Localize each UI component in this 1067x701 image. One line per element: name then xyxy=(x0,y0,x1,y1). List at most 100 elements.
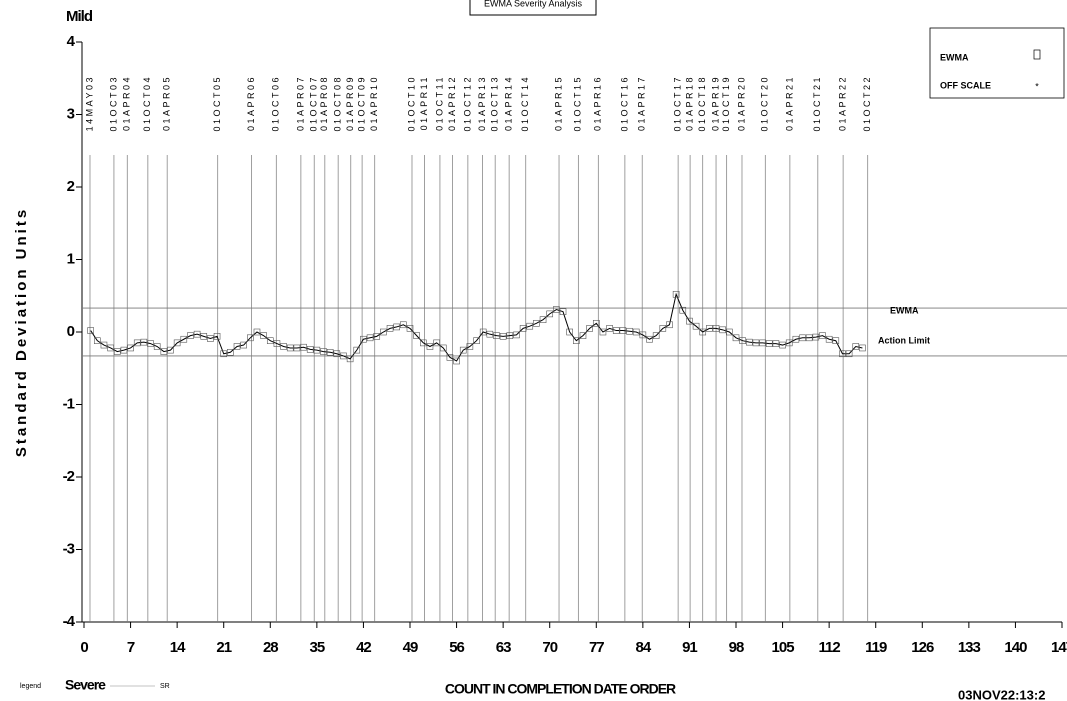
point xyxy=(699,328,707,336)
point xyxy=(426,343,434,350)
point xyxy=(659,325,667,332)
point xyxy=(406,325,414,332)
point xyxy=(187,332,194,339)
point xyxy=(599,328,607,336)
point xyxy=(373,333,381,340)
point xyxy=(193,330,201,338)
point xyxy=(280,343,287,350)
y-tick-label: 0 xyxy=(67,323,75,340)
point xyxy=(247,334,254,342)
point xyxy=(712,325,720,332)
point xyxy=(666,321,673,329)
event-label: 01APR08 xyxy=(319,75,329,131)
event-label: 01APR19 xyxy=(710,75,720,131)
point xyxy=(499,333,507,340)
x-tick-label: 0 xyxy=(80,639,88,656)
reference-label: Action Limit xyxy=(878,335,930,345)
point xyxy=(200,333,208,340)
point xyxy=(240,341,247,349)
y-tick-label: 1 xyxy=(67,250,75,267)
point xyxy=(825,335,833,343)
event-label: 01OCT21 xyxy=(812,75,822,132)
point xyxy=(559,308,567,316)
x-tick-label: 63 xyxy=(496,639,511,656)
point xyxy=(579,332,587,339)
point xyxy=(439,344,447,352)
event-label: 01APR15 xyxy=(553,75,563,131)
point xyxy=(313,346,321,354)
point xyxy=(746,338,753,346)
event-label: 01APR09 xyxy=(345,75,355,131)
point xyxy=(113,348,121,355)
point xyxy=(400,321,407,329)
y-tick-label: -3 xyxy=(63,540,75,557)
event-label: 01OCT08 xyxy=(333,75,343,132)
x-tick-label: 91 xyxy=(682,639,697,656)
legend-label: OFF SCALE xyxy=(940,80,991,90)
point xyxy=(626,327,633,335)
point xyxy=(573,337,580,345)
point xyxy=(120,346,128,354)
x-tick-label: 35 xyxy=(310,639,325,656)
point xyxy=(566,328,573,336)
event-label: 01APR07 xyxy=(295,75,305,131)
point xyxy=(167,346,174,354)
x-tick-label: 112 xyxy=(819,639,841,656)
event-label: 01OCT17 xyxy=(672,75,682,132)
point xyxy=(592,319,600,327)
point xyxy=(619,327,627,334)
point xyxy=(253,328,261,336)
event-label: 01APR13 xyxy=(477,75,487,131)
point xyxy=(852,343,860,350)
event-label: 01APR16 xyxy=(593,75,603,131)
series-line xyxy=(90,292,863,362)
point xyxy=(819,332,826,339)
point xyxy=(632,328,640,336)
point xyxy=(672,290,680,298)
event-label: 14MAY03 xyxy=(84,75,94,131)
reference-label: EWMA xyxy=(890,305,919,315)
point xyxy=(805,334,813,342)
y-tick-label: -1 xyxy=(63,395,75,412)
point xyxy=(839,350,846,358)
event-label: 01APR10 xyxy=(369,75,379,131)
event-label: 01OCT07 xyxy=(309,75,319,132)
point xyxy=(100,341,108,349)
point xyxy=(326,348,334,356)
point xyxy=(260,332,267,339)
event-label: 01OCT13 xyxy=(490,75,500,132)
point xyxy=(586,325,593,332)
point xyxy=(812,333,820,341)
event-label: 01OCT18 xyxy=(697,75,707,132)
bottom-legend-label: Severe xyxy=(65,677,106,693)
point xyxy=(353,346,361,354)
point xyxy=(799,334,806,342)
point xyxy=(845,350,853,358)
event-label: 01OCT09 xyxy=(356,75,366,132)
x-tick-label: 14 xyxy=(170,639,186,656)
point xyxy=(546,310,554,318)
x-tick-label: 56 xyxy=(449,639,464,656)
title-box xyxy=(469,0,597,16)
point xyxy=(719,326,726,334)
event-label: 01OCT16 xyxy=(619,75,629,132)
legend-title: legend xyxy=(20,683,41,690)
y-axis-label: Standard Deviation Units xyxy=(13,207,30,457)
point xyxy=(779,341,786,349)
point xyxy=(393,323,400,331)
point xyxy=(679,306,687,314)
point xyxy=(553,306,560,313)
point xyxy=(147,340,154,347)
event-label: 01OCT19 xyxy=(721,75,731,132)
event-label: 01APR20 xyxy=(736,75,746,131)
point xyxy=(333,350,341,358)
point xyxy=(759,339,766,347)
point xyxy=(859,344,866,352)
point xyxy=(173,339,181,347)
point xyxy=(772,340,780,347)
event-label: 01OCT12 xyxy=(462,75,472,132)
legend-label: EWMA xyxy=(940,52,969,62)
point xyxy=(639,331,647,339)
point xyxy=(286,344,294,352)
point xyxy=(140,338,148,346)
